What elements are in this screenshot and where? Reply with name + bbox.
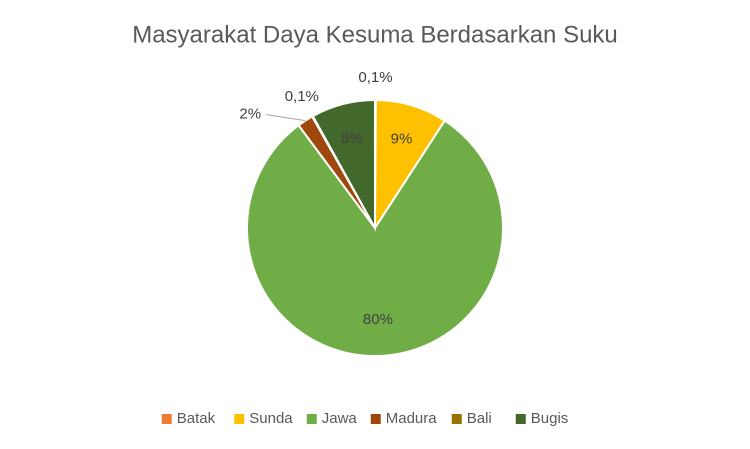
legend-label: Batak	[177, 410, 216, 427]
pie-slice	[246, 119, 504, 357]
pie-slice	[311, 98, 376, 232]
legend-label: Sunda	[249, 410, 293, 427]
data-label: 2%	[239, 106, 261, 123]
data-label: 0,1%	[358, 69, 392, 86]
leader-line	[266, 114, 306, 122]
legend-swatch	[451, 414, 462, 424]
legend-swatch	[306, 414, 317, 424]
legend-swatch	[234, 414, 245, 424]
data-label: 8%	[341, 130, 363, 147]
legend-label: Jawa	[322, 410, 358, 427]
data-label: 80%	[363, 311, 393, 328]
legend-label: Bugis	[531, 410, 569, 427]
data-label: 0,1%	[285, 88, 319, 105]
legend-label: Bali	[467, 410, 492, 427]
legend-swatch	[370, 414, 381, 424]
legend-swatch	[161, 414, 172, 424]
chart-title: Masyarakat Daya Kesuma Berdasarkan Suku	[132, 21, 618, 48]
data-label: 9%	[391, 131, 413, 148]
legend-label: Madura	[386, 410, 438, 427]
legend-swatch	[515, 414, 526, 424]
